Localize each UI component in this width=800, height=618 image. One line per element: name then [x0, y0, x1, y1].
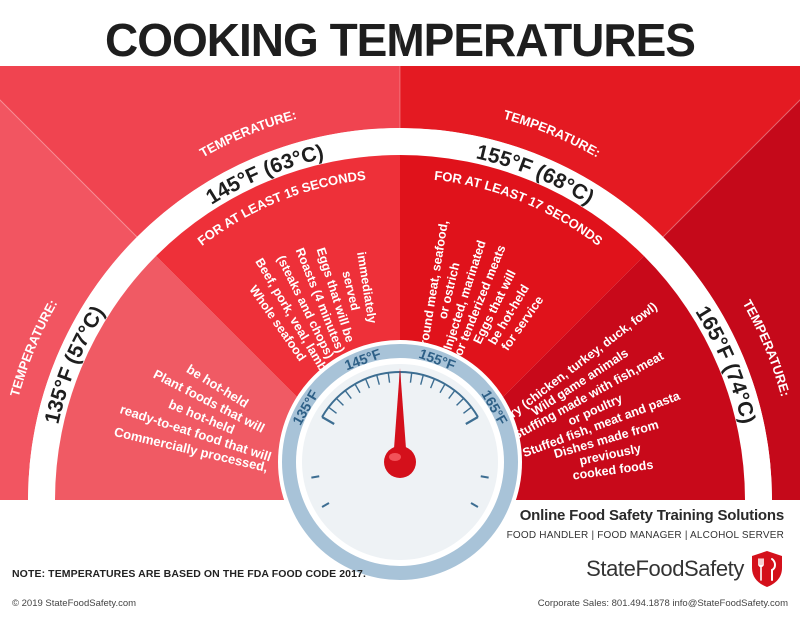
- gauge-tick: [439, 383, 446, 394]
- corporate-sales-text: Corporate Sales: 801.494.1878 info@State…: [537, 598, 788, 609]
- company-roles: FOOD HANDLER | FOOD MANAGER | ALCOHOL SE…: [506, 530, 784, 541]
- gauge-tick: [448, 390, 456, 399]
- separator-header-1: [0, 99, 138, 238]
- fda-note: NOTE: TEMPERATURES ARE BASED ON THE FDA …: [12, 568, 366, 580]
- gauge-tick: [456, 397, 465, 406]
- separator-header-3: [662, 99, 800, 238]
- gauge-hub: [384, 446, 416, 478]
- header-band-3: [400, 66, 800, 237]
- page-title: COOKING TEMPERATURES: [105, 14, 695, 66]
- gauge-tick: [463, 406, 472, 414]
- shield-fork-knife-icon: [752, 551, 782, 587]
- brand-logo: StateFoodSafety: [586, 550, 784, 588]
- gauge-needle: [393, 368, 407, 462]
- temperature-header-bands: [0, 66, 800, 500]
- header-band-4: [663, 99, 800, 500]
- gauge-tick: [387, 372, 391, 383]
- copyright-text: © 2019 StateFoodSafety.com: [12, 598, 137, 609]
- header-band-1: [0, 100, 137, 500]
- gauge-tick-lower: [480, 475, 489, 479]
- header-band-2: [0, 66, 400, 237]
- gauge-tick: [409, 372, 413, 383]
- gauge-tick: [429, 378, 436, 389]
- gauge-tick: [344, 390, 352, 399]
- gauge-tick-lower: [321, 502, 330, 508]
- gauge-tick-lower: [311, 475, 320, 479]
- gauge-tick: [328, 406, 337, 414]
- gauge-tick: [420, 374, 424, 385]
- gauge-tick: [321, 416, 335, 425]
- gauge-tick: [465, 416, 479, 425]
- gauge-tick: [335, 397, 344, 406]
- gauge-tick: [364, 378, 371, 389]
- company-tagline: Online Food Safety Training Solutions: [519, 507, 784, 524]
- gauge-hub-highlight: [389, 453, 401, 461]
- sector-separators: [0, 0, 800, 238]
- gauge-tick: [376, 374, 380, 385]
- gauge-tick: [354, 383, 361, 394]
- brand-name: StateFoodSafety: [586, 556, 744, 581]
- gauge-tick-lower: [470, 502, 479, 508]
